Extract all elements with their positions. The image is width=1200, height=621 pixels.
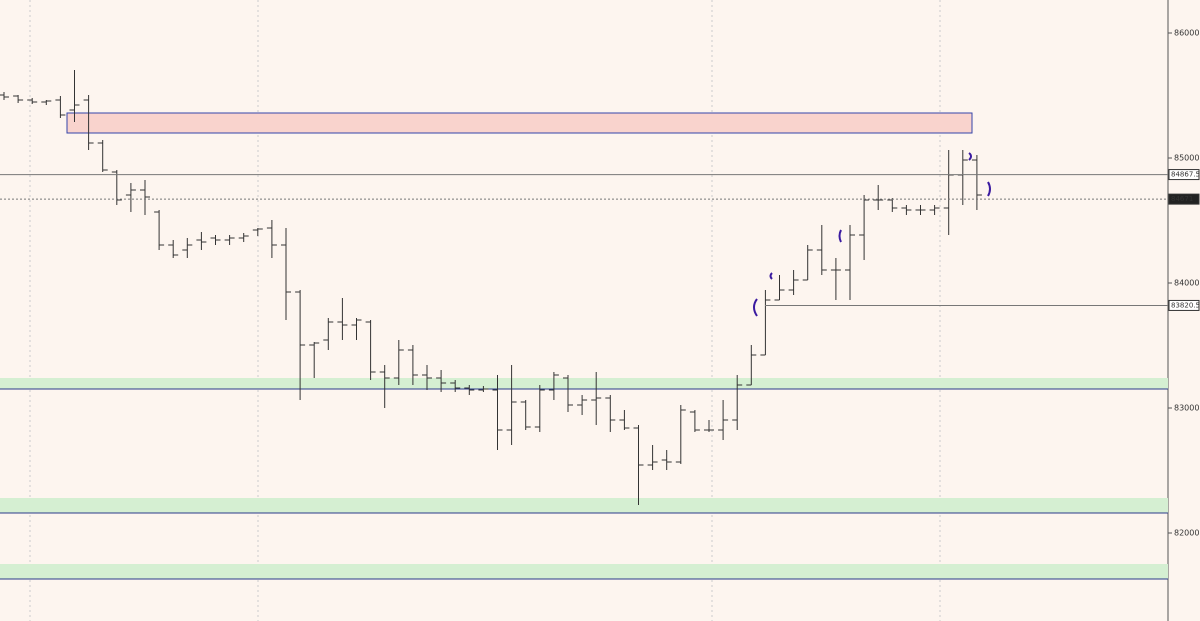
- demand-zone: [0, 498, 1168, 513]
- bars: [0, 70, 982, 505]
- price-label: 84867.5: [1171, 171, 1200, 179]
- y-tick-label: 82000: [1174, 529, 1199, 538]
- bracket: [769, 272, 773, 280]
- y-tick-label: 83000: [1174, 404, 1199, 413]
- y-tick-label: 84000: [1174, 279, 1199, 288]
- zones: [0, 112, 1168, 580]
- price-label-box: [1168, 299, 1200, 311]
- bracket: [987, 181, 991, 197]
- demand-zone: [0, 378, 1168, 389]
- annotations: [753, 152, 991, 317]
- price-label-box: [1168, 193, 1200, 205]
- time-grid: [29, 0, 941, 621]
- bracket: [838, 229, 842, 243]
- bracket: [753, 298, 758, 317]
- demand-zone: [0, 564, 1168, 579]
- price-label: 83820.5: [1171, 301, 1200, 309]
- bracket: [968, 152, 972, 161]
- price-label: 84671: [1171, 195, 1193, 203]
- price-label-box: [1168, 169, 1200, 181]
- supply-zone: [66, 112, 973, 134]
- y-tick-label: 85000: [1174, 154, 1199, 163]
- y-tick-label: 86000: [1174, 29, 1199, 38]
